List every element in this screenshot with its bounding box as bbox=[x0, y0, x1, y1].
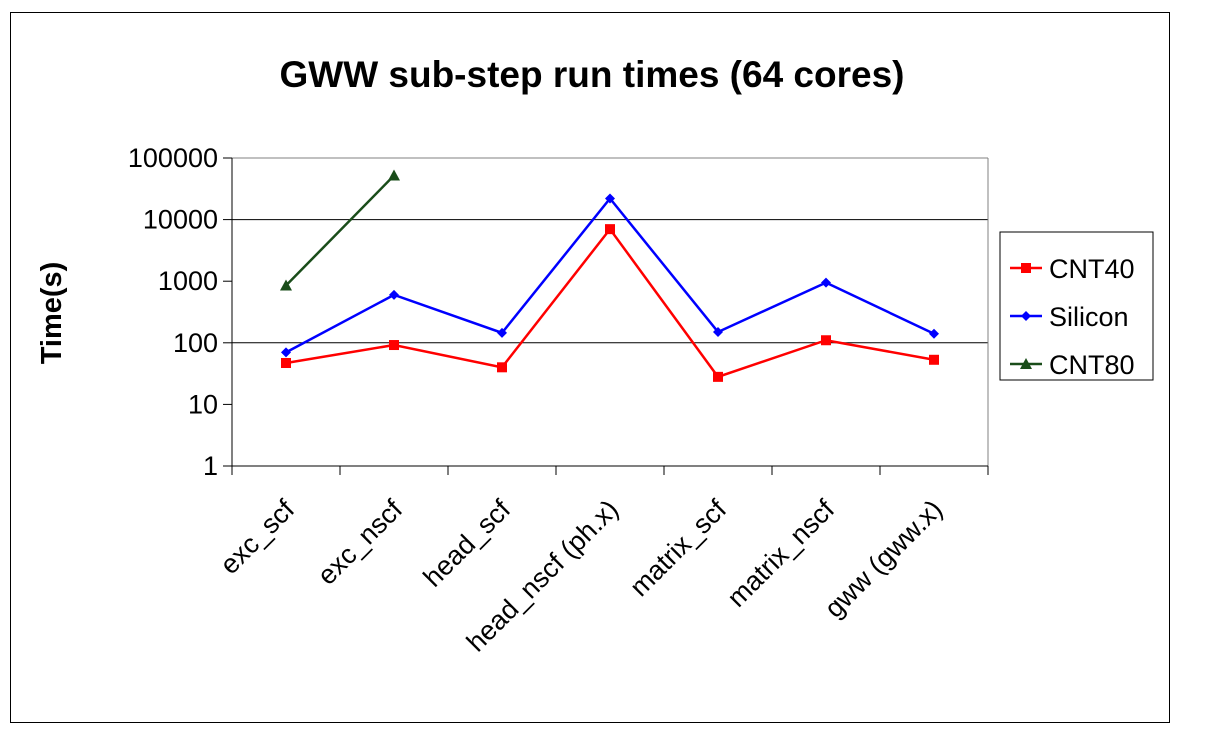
data-point bbox=[821, 335, 831, 346]
series-cnt40 bbox=[281, 224, 939, 382]
x-tick-label: matrix_scf bbox=[624, 494, 733, 603]
data-point bbox=[281, 357, 291, 368]
plot-area: 1 10 100 1000 10000 100000 exc_scf exc_nscf head… bbox=[128, 143, 989, 657]
x-tick-label: exc_scf bbox=[214, 494, 300, 580]
series-line bbox=[285, 174, 395, 287]
legend-label: CNT40 bbox=[1049, 254, 1135, 284]
x-tick-label: exc_nscf bbox=[312, 494, 409, 591]
x-tick-label: head_scf bbox=[418, 494, 517, 593]
y-tick-label: 10000 bbox=[143, 205, 218, 235]
chart-title: GWW sub-step run times (64 cores) bbox=[280, 54, 905, 95]
data-point bbox=[389, 289, 399, 300]
y-tick-label: 1000 bbox=[158, 266, 218, 296]
legend-marker bbox=[1021, 311, 1031, 321]
legend-marker bbox=[1021, 263, 1031, 273]
y-tick-label: 1 bbox=[203, 451, 218, 481]
data-point bbox=[281, 347, 291, 358]
data-point bbox=[280, 279, 292, 291]
data-point bbox=[388, 169, 400, 181]
series-cnt80 bbox=[280, 169, 400, 291]
legend-label: Silicon bbox=[1049, 302, 1129, 332]
data-point bbox=[713, 371, 723, 382]
data-point bbox=[605, 193, 615, 204]
x-tick-label: matrix_nscf bbox=[721, 494, 840, 613]
legend: CNT40 Silicon CNT80 bbox=[999, 231, 1154, 381]
legend-item-silicon: Silicon bbox=[1010, 302, 1129, 332]
y-tick-label: 10 bbox=[188, 389, 218, 419]
plot-background bbox=[232, 158, 988, 466]
y-tick-label: 100000 bbox=[128, 143, 218, 173]
legend-item-cnt80: CNT80 bbox=[1010, 350, 1135, 380]
y-tick-label: 100 bbox=[173, 328, 218, 358]
data-point bbox=[821, 277, 831, 288]
legend-box bbox=[999, 231, 1154, 381]
data-point bbox=[929, 328, 939, 339]
chart-canvas: GWW sub-step run times (64 cores) Time(s… bbox=[36, 54, 1154, 657]
data-point bbox=[929, 354, 939, 365]
legend-marker bbox=[1020, 358, 1032, 369]
series-silicon bbox=[281, 193, 939, 358]
data-point bbox=[389, 340, 399, 351]
chart-area: GWW sub-step run times (64 cores) Time(s… bbox=[10, 12, 1170, 723]
legend-label: CNT80 bbox=[1049, 350, 1135, 380]
data-point bbox=[605, 224, 615, 235]
data-point bbox=[497, 362, 507, 373]
legend-item-cnt40: CNT40 bbox=[1010, 254, 1135, 284]
y-axis-label: Time(s) bbox=[36, 262, 68, 365]
data-point bbox=[497, 327, 507, 338]
data-point bbox=[713, 326, 723, 337]
